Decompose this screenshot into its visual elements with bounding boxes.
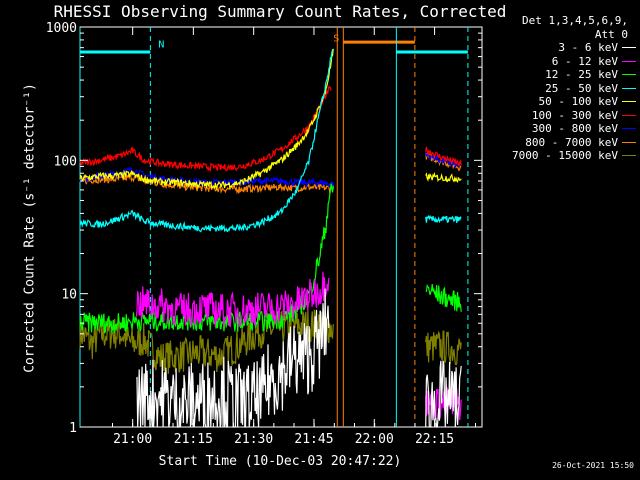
annotation-S: S bbox=[333, 33, 339, 44]
annotation-N: N bbox=[158, 40, 164, 51]
legend-item: 7000 - 15000 keV bbox=[486, 149, 636, 163]
legend-swatch bbox=[622, 155, 636, 157]
legend-swatch bbox=[622, 128, 636, 130]
series-line-25-50- bbox=[79, 48, 334, 233]
x-tick-label: 21:15 bbox=[174, 432, 213, 447]
legend-label: 12 - 25 keV bbox=[545, 68, 618, 81]
x-tick-label: 21:30 bbox=[234, 432, 273, 447]
legend-label: 50 - 100 keV bbox=[538, 95, 618, 108]
legend-swatch bbox=[622, 114, 636, 116]
x-axis-title: Start Time (10-Dec-03 20:47:22) bbox=[158, 454, 402, 469]
x-tick-label: 22:15 bbox=[415, 432, 454, 447]
x-tick-label: 22:00 bbox=[355, 432, 394, 447]
legend-detector-line: Det 1,3,4,5,6,9, bbox=[522, 14, 628, 27]
legend-item: 3 - 6 keV bbox=[486, 41, 636, 55]
series-line-3-6- bbox=[135, 288, 330, 428]
legend-swatch bbox=[622, 60, 636, 62]
series-line-6-12- bbox=[135, 271, 330, 328]
legend-label: 6 - 12 keV bbox=[551, 54, 618, 68]
series-late-line-50-100- bbox=[425, 171, 462, 184]
legend-label: 3 - 6 keV bbox=[558, 41, 618, 54]
y-tick-label: 10 bbox=[61, 288, 77, 303]
legend-swatch bbox=[622, 74, 636, 76]
series-late-line-7000-15000- bbox=[425, 330, 462, 366]
series-line-7000-15000- bbox=[79, 309, 334, 375]
legend-item: 6 - 12 keV bbox=[486, 55, 636, 69]
chart-title: RHESSI Observing Summary Count Rates, Co… bbox=[53, 2, 507, 21]
legend-attenuator-line: Att 0 bbox=[594, 27, 628, 41]
legend-swatch bbox=[622, 101, 636, 103]
legend: Det 1,3,4,5,6,9, Att 0 3 - 6 keV 6 - 12 k… bbox=[486, 14, 636, 163]
legend-item: 800 - 7000 keV bbox=[486, 136, 636, 150]
legend-label: 25 - 50 keV bbox=[545, 81, 618, 95]
legend-label: 300 - 800 keV bbox=[531, 122, 618, 135]
y-tick-label: 1000 bbox=[46, 21, 77, 36]
legend-swatch bbox=[622, 47, 636, 49]
y-tick-label: 100 bbox=[54, 154, 77, 169]
legend-label: 7000 - 15000 keV bbox=[512, 149, 618, 162]
legend-swatch bbox=[622, 141, 636, 143]
legend-item: 50 - 100 keV bbox=[486, 95, 636, 109]
series-late-line-3-6- bbox=[425, 360, 462, 428]
legend-label: 100 - 300 keV bbox=[531, 108, 618, 122]
y-axis-title: Corrected Count Rate (s⁻¹ detector⁻¹) bbox=[22, 83, 38, 373]
y-tick-label: 1 bbox=[69, 421, 77, 436]
series-late-line-100-300- bbox=[425, 146, 462, 168]
legend-label: 800 - 7000 keV bbox=[525, 135, 618, 149]
legend-swatch bbox=[622, 87, 636, 89]
series-line-50-100- bbox=[79, 48, 334, 191]
series-line-100-300- bbox=[79, 86, 332, 172]
timestamp: 26-Oct-2021 15:50 bbox=[552, 461, 634, 470]
legend-item: 25 - 50 keV bbox=[486, 82, 636, 96]
legend-item: 300 - 800 keV bbox=[486, 122, 636, 136]
x-tick-label: 21:45 bbox=[294, 432, 333, 447]
series-late-line-25-50- bbox=[425, 214, 462, 224]
x-tick-label: 21:00 bbox=[113, 432, 152, 447]
legend-item: 12 - 25 keV bbox=[486, 68, 636, 82]
legend-item: 100 - 300 keV bbox=[486, 109, 636, 123]
series-late-line-12-25- bbox=[425, 284, 462, 312]
